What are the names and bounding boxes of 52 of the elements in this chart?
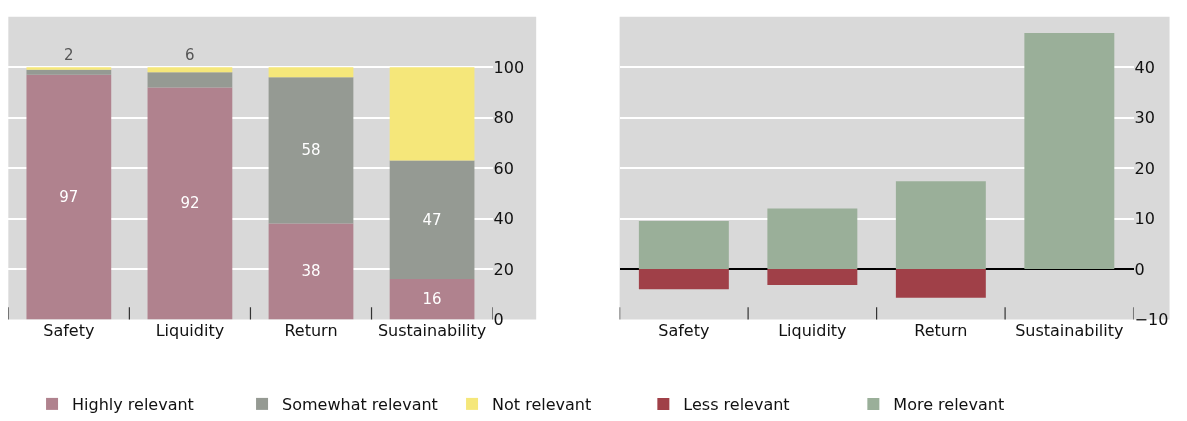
y-tick-label: 60 [493,158,514,178]
bar [895,181,986,269]
x-tick-label: Return [284,321,338,341]
x-tick-label: Sustainability [377,321,487,341]
bar [1024,32,1115,269]
legend-label: Less relevant [683,395,790,415]
y-tick-label: −10 [1134,310,1169,329]
legend-label: Somewhat relevant [282,395,438,415]
data-label: 38 [301,262,321,281]
bar [767,268,858,286]
data-label: 58 [301,141,321,160]
bar [268,77,354,224]
data-label: 97 [59,188,79,207]
y-tick-label: 10 [1134,209,1155,229]
data-label: 47 [422,210,442,229]
y-tick-label: 30 [1134,108,1155,128]
x-tick-label: Liquidity [778,321,847,341]
x-tick-label: Safety [658,321,710,341]
y-tick-label: 20 [493,259,514,279]
bar [147,87,233,320]
bar [389,67,475,161]
y-tick-label: 100 [493,57,525,77]
legend-label: Not relevant [492,395,592,415]
bar [389,279,475,320]
x-tick-label: Liquidity [155,321,225,341]
x-tick-label: Return [914,321,968,341]
bar [389,160,475,280]
bar [147,72,233,88]
y-tick-label: 0 [1134,259,1145,279]
data-label: 16 [422,290,442,309]
data-label: 2 [64,46,74,64]
bar [767,208,858,269]
bar [26,74,112,320]
bar [268,223,354,320]
data-label: 92 [180,194,200,213]
legend-label: More relevant [893,395,1005,415]
x-tick-label: Sustainability [1015,321,1124,341]
legend-label: Highly relevant [72,395,194,415]
bar [26,69,112,75]
data-label: 6 [185,46,195,64]
bar [268,67,354,78]
bar [147,67,233,73]
y-tick-label: 80 [493,108,514,128]
y-tick-label: 40 [493,209,514,229]
bar [895,268,986,298]
y-tick-label: 0 [493,310,504,329]
y-tick-label: 20 [1134,158,1155,178]
bar [26,67,112,70]
bar [638,268,729,290]
x-tick-label: Safety [43,321,95,341]
bar [638,221,729,269]
y-tick-label: 40 [1134,57,1155,77]
